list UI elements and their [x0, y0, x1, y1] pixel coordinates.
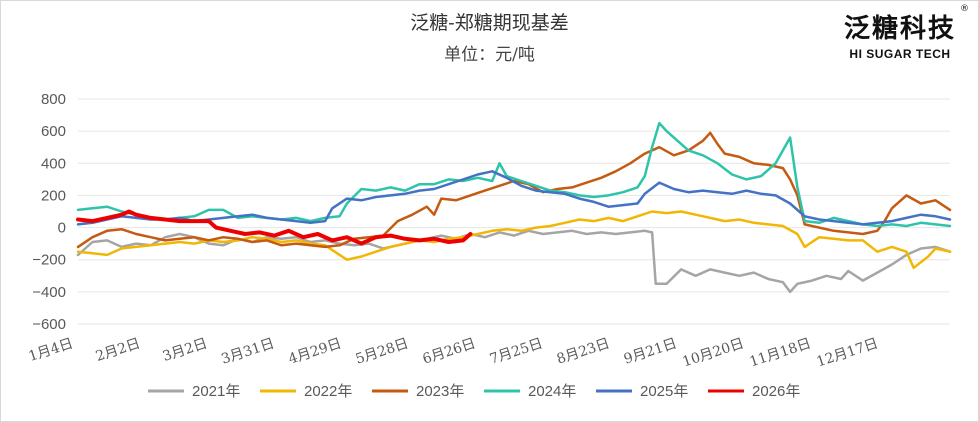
- x-tick-label: 7月25日: [488, 336, 545, 368]
- x-tick-label: 12月17日: [815, 336, 880, 371]
- x-tick-label: 3月2日: [161, 336, 210, 365]
- x-tick-label: 6月26日: [421, 336, 478, 368]
- x-tick-label: 4月29日: [287, 336, 344, 368]
- x-tick-label: 2月2日: [94, 336, 143, 365]
- series-line-5: [76, 170, 952, 226]
- plot-area: [76, 121, 952, 294]
- logo-chinese-mark: 泛糖科技 ®: [843, 4, 971, 44]
- x-axis: 1月4日 2月2日 3月2日 3月31日 4月29日 5月28日 6月26日 7月25日 8月2…: [27, 336, 880, 371]
- y-tick-label: −400: [32, 284, 66, 301]
- legend-label: 2026年: [752, 383, 800, 400]
- x-tick-label: 8月23日: [555, 336, 612, 368]
- x-tick-label: 1月4日: [27, 336, 76, 365]
- y-axis: 800 600 400 200 0 −200 −400 −600: [32, 91, 66, 333]
- series-line-4: [76, 121, 952, 228]
- registered-mark: ®: [960, 4, 971, 14]
- y-tick-label: 600: [41, 123, 66, 140]
- x-tick-label: 5月28日: [354, 336, 411, 368]
- y-tick-label: 800: [41, 91, 66, 108]
- y-tick-label: 200: [41, 187, 66, 204]
- x-tick-label: 11月18日: [748, 336, 813, 371]
- legend-label: 2025年: [640, 383, 688, 400]
- gridlines: [78, 98, 950, 325]
- x-tick-label: 10月20日: [681, 336, 746, 371]
- legend-label: 2023年: [416, 383, 464, 400]
- chart-title: 泛糖-郑糖期现基差: [410, 12, 569, 34]
- legend-label: 2021年: [192, 383, 240, 400]
- logo-english-mark: HI SUGAR TECH: [849, 47, 951, 61]
- legend: 2021年 2022年 2023年 2024年 2025年 2026年: [148, 383, 800, 400]
- x-tick-label: 9月21日: [622, 336, 679, 368]
- y-tick-label: −600: [32, 316, 66, 333]
- legend-label: 2024年: [528, 383, 576, 400]
- legend-label: 2022年: [304, 383, 352, 400]
- brand-logo: 泛糖科技 ® HI SUGAR TECH: [835, 4, 971, 61]
- series-line-3: [76, 131, 952, 249]
- y-tick-label: 400: [41, 155, 66, 172]
- series-line-6: [76, 209, 473, 246]
- series-line-2: [76, 210, 952, 270]
- chart-subtitle: 单位：元/吨: [444, 45, 535, 65]
- y-tick-label: −200: [32, 252, 66, 269]
- y-tick-label: 0: [58, 220, 66, 237]
- x-tick-label: 3月31日: [219, 336, 276, 368]
